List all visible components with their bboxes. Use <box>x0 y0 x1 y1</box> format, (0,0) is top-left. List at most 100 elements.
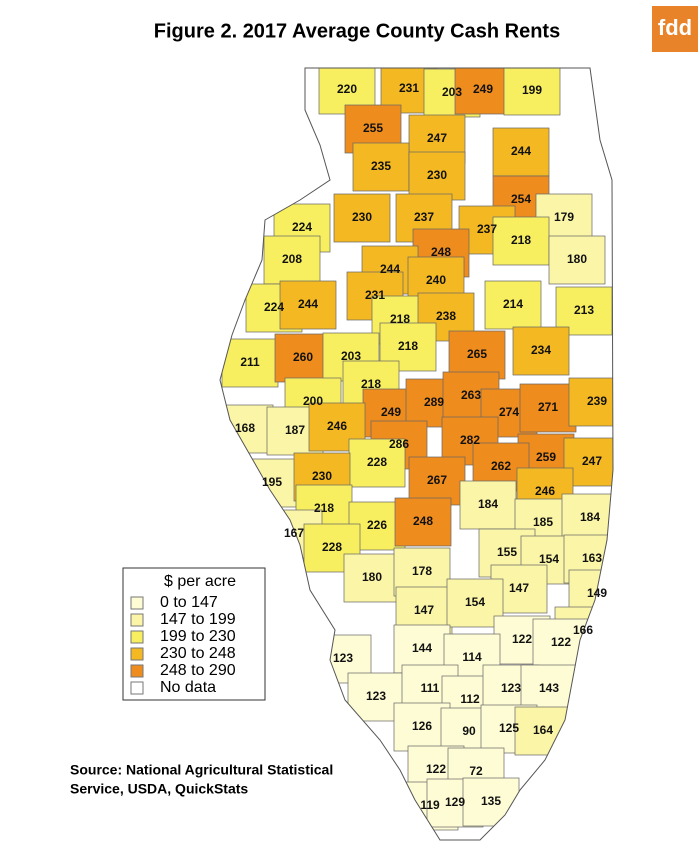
county-value: 282 <box>460 433 480 447</box>
legend-swatch <box>130 664 144 678</box>
county-value: 239 <box>587 394 607 408</box>
county-value: 274 <box>499 405 519 419</box>
county-value: 218 <box>314 501 334 515</box>
county-value: 263 <box>461 388 481 402</box>
county-value: 230 <box>427 168 447 182</box>
county-value: 230 <box>352 210 372 224</box>
county-value: 164 <box>533 723 553 737</box>
county <box>512 326 570 376</box>
county-value: 203 <box>341 349 361 363</box>
county-value: 218 <box>398 339 418 353</box>
county-value: 135 <box>481 794 501 808</box>
county-value: 244 <box>298 297 318 311</box>
county <box>352 142 410 192</box>
county-value: 187 <box>285 423 305 437</box>
county-value: 247 <box>582 454 602 468</box>
county-value: 228 <box>322 540 342 554</box>
county-labels: 220 231 203 249 199 255 247 244 235 230 254 230 237 2… <box>235 81 607 812</box>
county-value: 255 <box>363 121 383 135</box>
county <box>322 332 380 382</box>
county <box>343 553 401 603</box>
title: Figure 2. 2017 Average County Cash Rents <box>154 20 560 42</box>
county-value: 143 <box>539 681 559 695</box>
county <box>503 68 561 116</box>
county-value: 240 <box>426 273 446 287</box>
logo-box <box>652 6 698 52</box>
county-value: 149 <box>587 586 607 600</box>
legend-box <box>122 567 266 701</box>
source: Service, USDA, QuickStats <box>70 781 248 797</box>
county-value: 226 <box>367 518 387 532</box>
county-value: 218 <box>361 377 381 391</box>
county-value: 289 <box>424 395 444 409</box>
county-value: 254 <box>511 192 531 206</box>
county-value: 112 <box>460 692 480 706</box>
county-value: 180 <box>362 570 382 584</box>
county-value: 231 <box>365 288 385 302</box>
county-value: 259 <box>536 450 556 464</box>
county-value: 262 <box>491 459 511 473</box>
legend-label: 147 to 199 <box>160 611 236 628</box>
legend-title: $ per acre <box>164 573 236 590</box>
legend-swatch <box>130 647 144 661</box>
county-value: 199 <box>522 83 542 97</box>
county-value: 147 <box>414 603 434 617</box>
county <box>548 235 606 285</box>
county-value: 147 <box>509 581 529 595</box>
county-value: 246 <box>535 484 555 498</box>
county-value: 154 <box>539 552 559 566</box>
county <box>492 216 550 266</box>
county-value: 179 <box>554 210 574 224</box>
county-value: 114 <box>462 650 482 664</box>
county-value: 237 <box>477 222 497 236</box>
legend-swatch <box>130 630 144 644</box>
county-value: 220 <box>337 82 357 96</box>
county <box>408 456 466 506</box>
county <box>492 127 550 177</box>
county-value: 244 <box>380 262 400 276</box>
county-value: 247 <box>427 131 447 145</box>
county <box>221 338 279 388</box>
county-value: 203 <box>442 85 462 99</box>
county-value: 260 <box>293 350 313 364</box>
counties <box>220 68 613 831</box>
county <box>561 493 613 543</box>
county-value: 234 <box>531 343 551 357</box>
county-value: 267 <box>427 473 447 487</box>
legend-swatch <box>130 613 144 627</box>
county-value: 129 <box>445 795 465 809</box>
county-value: 166 <box>573 623 593 637</box>
county-value: 208 <box>282 252 302 266</box>
county-value: 237 <box>414 210 434 224</box>
legend-label: 248 to 290 <box>160 662 236 679</box>
county-value: 238 <box>436 309 456 323</box>
county-value: 178 <box>412 564 432 578</box>
county-value: 224 <box>264 300 284 314</box>
county <box>454 68 512 115</box>
logo: fdd <box>658 15 692 40</box>
county-value: 249 <box>381 405 401 419</box>
county-value: 248 <box>431 245 451 259</box>
county-value: 184 <box>580 510 600 524</box>
county-value: 167 <box>284 526 304 540</box>
legend-label: 199 to 230 <box>160 628 236 645</box>
county-value: 246 <box>327 419 347 433</box>
county-value: 126 <box>412 719 432 733</box>
county <box>263 235 321 285</box>
county-value: 195 <box>262 475 282 489</box>
county <box>519 383 577 433</box>
county-value: 154 <box>465 595 485 609</box>
legend-swatch <box>130 596 144 610</box>
county-value: 184 <box>478 497 498 511</box>
county-value: 123 <box>366 689 386 703</box>
county-value: 122 <box>426 762 446 776</box>
county-value: 180 <box>567 252 587 266</box>
county <box>333 193 391 243</box>
legend-label: 0 to 147 <box>160 594 218 611</box>
county-value: 168 <box>235 421 255 435</box>
county <box>459 480 517 530</box>
county-value: 163 <box>582 551 602 565</box>
county-value: 122 <box>551 635 571 649</box>
